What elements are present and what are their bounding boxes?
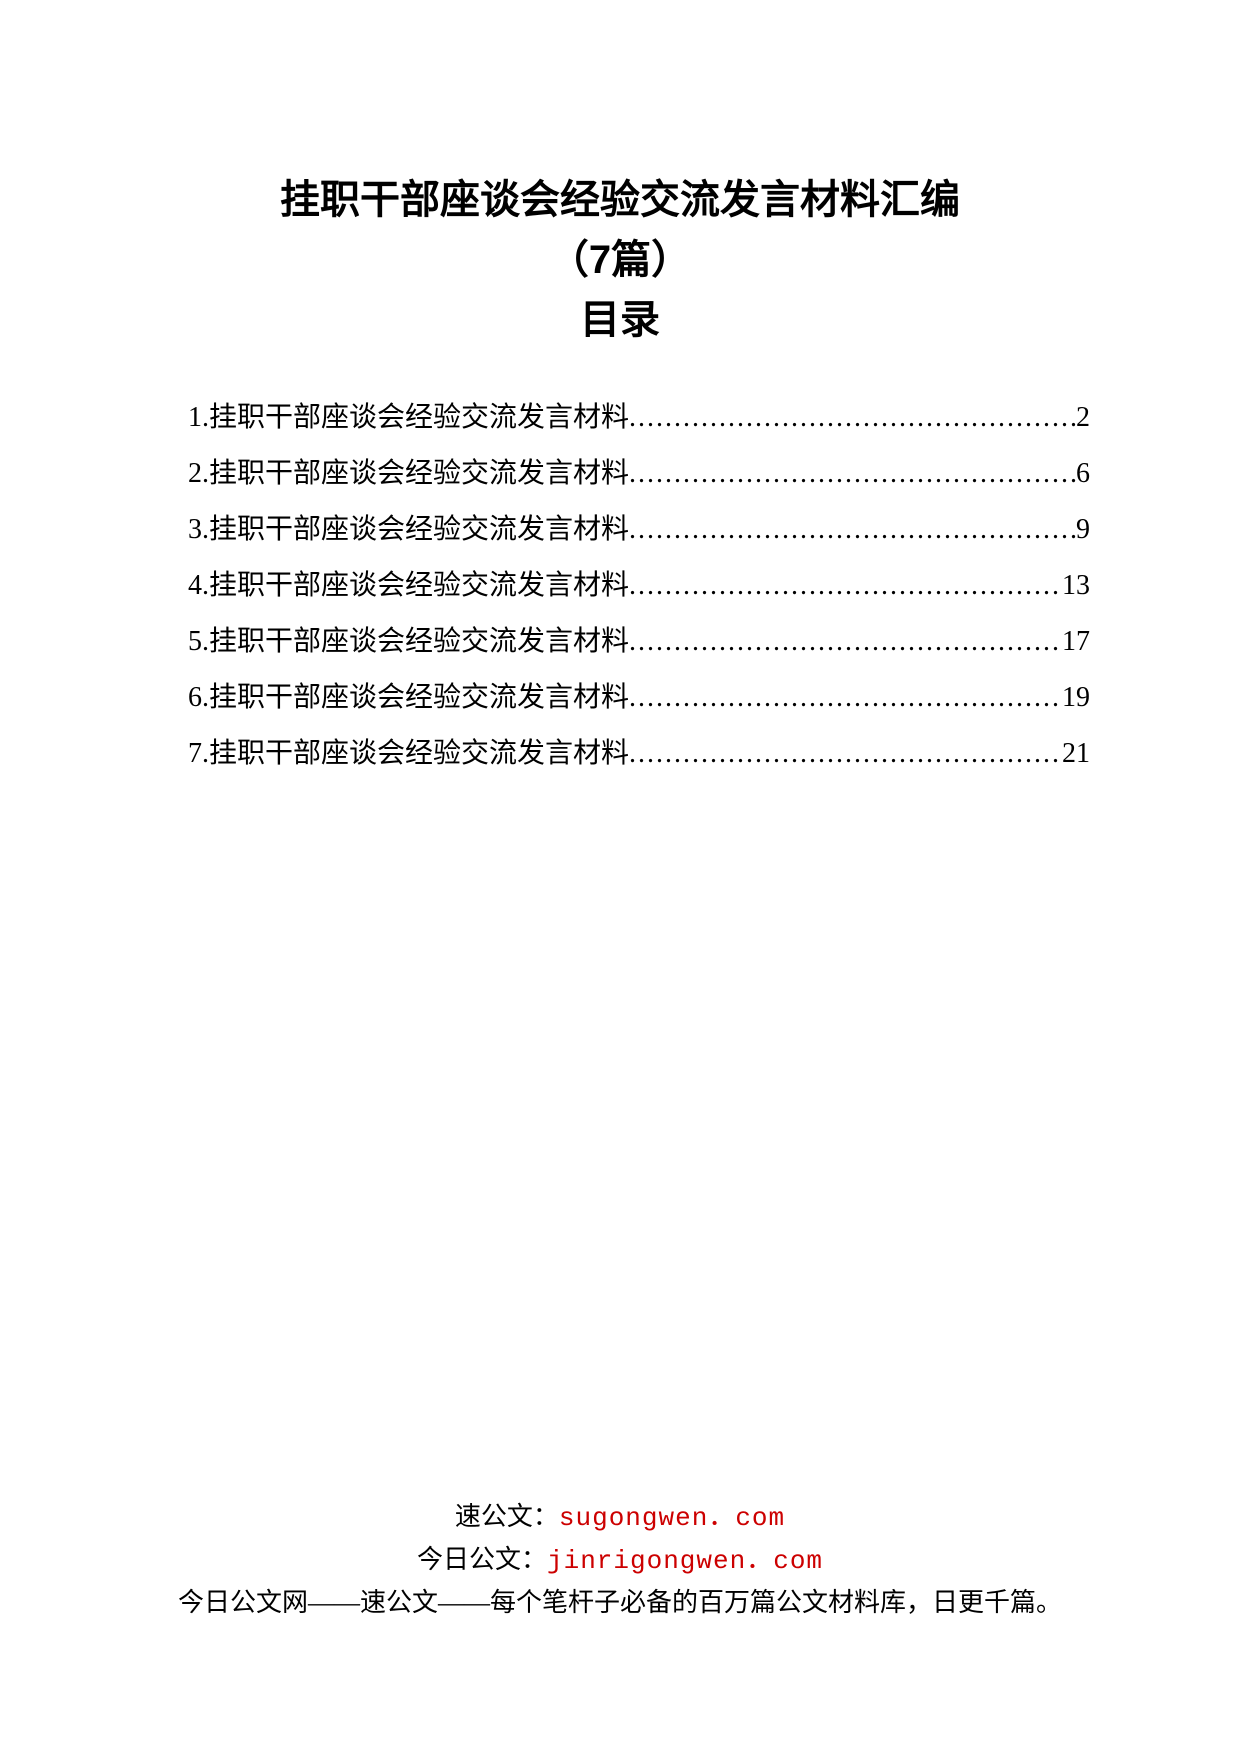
toc-entry: 4.挂职干部座谈会经验交流发言材料 13 <box>188 558 1090 614</box>
toc-entry: 5.挂职干部座谈会经验交流发言材料 17 <box>188 614 1090 670</box>
toc-dots <box>629 670 1062 726</box>
subtitle: （7篇） <box>140 230 1100 290</box>
footer-url-1: sugongwen．com <box>559 1503 785 1533</box>
toc-entry-label: 2.挂职干部座谈会经验交流发言材料 <box>188 446 629 502</box>
toc-entry-label: 4.挂职干部座谈会经验交流发言材料 <box>188 558 629 614</box>
footer-label-1: 速公文： <box>455 1502 559 1531</box>
footer-line-1: 速公文：sugongwen．com <box>0 1497 1240 1538</box>
toc-dots <box>629 446 1076 502</box>
toc-entry: 3.挂职干部座谈会经验交流发言材料 9 <box>188 502 1090 558</box>
toc-entry: 1.挂职干部座谈会经验交流发言材料 2 <box>188 390 1090 446</box>
toc-dots <box>629 614 1062 670</box>
toc-entry-page: 2 <box>1076 390 1090 446</box>
toc-entry-page: 17 <box>1062 614 1090 670</box>
toc-dots <box>629 726 1062 782</box>
toc-entry-label: 3.挂职干部座谈会经验交流发言材料 <box>188 502 629 558</box>
toc-dots <box>629 390 1076 446</box>
toc-list: 1.挂职干部座谈会经验交流发言材料22.挂职干部座谈会经验交流发言材料63.挂职… <box>140 390 1100 782</box>
toc-entry: 7.挂职干部座谈会经验交流发言材料 21 <box>188 726 1090 782</box>
toc-dots <box>629 558 1062 614</box>
toc-entry: 6.挂职干部座谈会经验交流发言材料 19 <box>188 670 1090 726</box>
footer-url-2: jinrigongwen．com <box>547 1546 823 1576</box>
toc-entry-label: 6.挂职干部座谈会经验交流发言材料 <box>188 670 629 726</box>
document-page: 挂职干部座谈会经验交流发言材料汇编 （7篇） 目录 1.挂职干部座谈会经验交流发… <box>0 0 1240 1754</box>
footer-label-2: 今日公文： <box>417 1545 547 1574</box>
footer-line-3: 今日公文网——速公文——每个笔杆子必备的百万篇公文材料库，日更千篇。 <box>0 1583 1240 1622</box>
title-block: 挂职干部座谈会经验交流发言材料汇编 （7篇） 目录 <box>140 170 1100 350</box>
toc-entry-page: 19 <box>1062 670 1090 726</box>
main-title: 挂职干部座谈会经验交流发言材料汇编 <box>140 170 1100 230</box>
toc-entry-label: 7.挂职干部座谈会经验交流发言材料 <box>188 726 629 782</box>
toc-entry-page: 9 <box>1076 502 1090 558</box>
toc-entry-label: 5.挂职干部座谈会经验交流发言材料 <box>188 614 629 670</box>
footer-line-2: 今日公文：jinrigongwen．com <box>0 1540 1240 1581</box>
footer: 速公文：sugongwen．com 今日公文：jinrigongwen．com … <box>0 1497 1240 1624</box>
toc-entry-page: 13 <box>1062 558 1090 614</box>
toc-entry-page: 21 <box>1062 726 1090 782</box>
toc-entry-label: 1.挂职干部座谈会经验交流发言材料 <box>188 390 629 446</box>
toc-heading: 目录 <box>140 290 1100 350</box>
toc-entry-page: 6 <box>1076 446 1090 502</box>
toc-entry: 2.挂职干部座谈会经验交流发言材料 6 <box>188 446 1090 502</box>
toc-dots <box>629 502 1076 558</box>
